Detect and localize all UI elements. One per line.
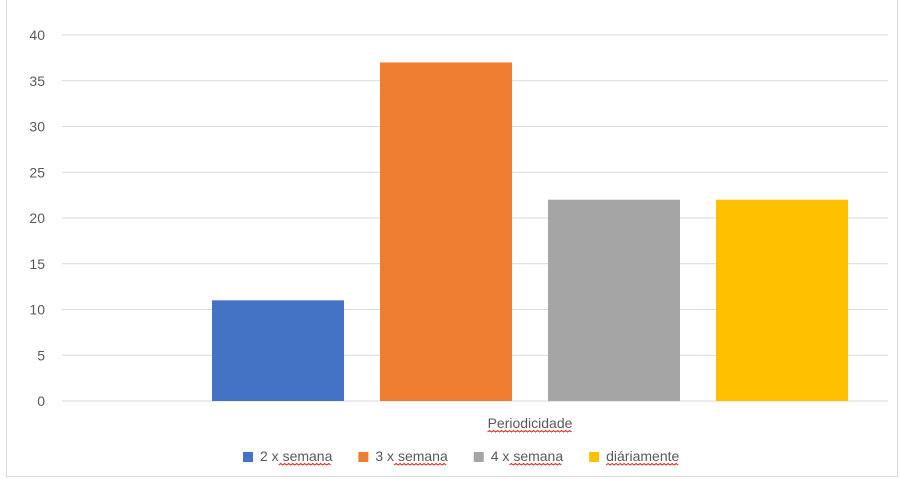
x-axis-title: Periodicidade: [488, 415, 573, 431]
y-tick-label: 0: [37, 393, 45, 409]
y-tick-label: 20: [29, 210, 45, 226]
y-tick-label: 40: [29, 27, 45, 43]
legend-swatch: [243, 452, 253, 462]
chart-frame: [6, 0, 898, 477]
y-tick-label: 30: [29, 119, 45, 135]
bar-diáriamente: [716, 199, 848, 401]
legend: 2 x semana 3 x semana 4 x semana diáriament…: [243, 448, 679, 466]
spellcheck-underline: [605, 462, 679, 466]
legend-label: 4 x semana: [491, 448, 564, 464]
bar-4-x-semana: [548, 199, 680, 401]
legend-swatch: [589, 452, 600, 462]
spellcheck-underline: [509, 462, 562, 466]
legend-label: diáriamente: [606, 448, 679, 464]
legend-label: 3 x semana: [375, 448, 448, 464]
legend-swatch: [473, 452, 484, 462]
bar-3-x-semana: [380, 62, 512, 401]
y-tick-label: 5: [37, 347, 45, 363]
bars: [212, 62, 848, 401]
spellcheck-underline: [393, 462, 447, 466]
y-tick-label: 35: [29, 73, 45, 89]
legend-label: 2 x semana: [260, 448, 333, 464]
y-tick-label: 25: [29, 164, 45, 180]
y-tick-label: 15: [29, 256, 45, 272]
legend-swatch: [358, 452, 369, 462]
y-tick-label: 10: [29, 302, 45, 318]
y-axis-ticks: 0 5 10 15 20 25 30 35 40: [29, 27, 45, 409]
bar-2-x-semana: [212, 300, 344, 401]
spellcheck-underline: [487, 429, 572, 433]
spellcheck-underline: [278, 462, 331, 466]
